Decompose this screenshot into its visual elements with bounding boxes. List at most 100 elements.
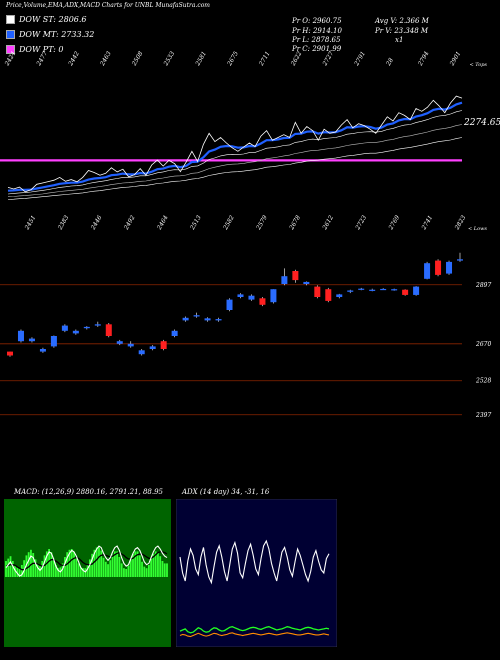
ema-panel <box>0 95 463 200</box>
ema-top-tick: 2477 <box>35 50 49 68</box>
stat-extra: x1 <box>395 36 404 44</box>
minus-di-line <box>179 632 330 638</box>
candle-body <box>402 289 409 295</box>
candle-top-tick: 2464 <box>155 214 169 232</box>
macd-histogram-bar <box>70 549 73 577</box>
stat-close: Pr C: 2901.99 <box>292 45 342 53</box>
macd-histogram-bar <box>143 566 146 577</box>
macd-histogram-bar <box>54 565 57 577</box>
macd-histogram-bar <box>136 551 139 577</box>
stat-avg-volume: Avg V: 2.366 M <box>375 17 429 25</box>
candle-body <box>193 315 200 317</box>
candle-y-tick: 2528 <box>475 378 491 385</box>
candle-top-tick: 2451 <box>23 214 37 232</box>
legend-pt: DOW PT: 0 <box>6 45 64 54</box>
macd-histogram-bar <box>107 564 109 577</box>
macd-histogram-bar <box>129 559 132 577</box>
legend-mt: DOW MT: 2733.32 <box>6 30 94 39</box>
candle-body <box>28 338 35 342</box>
legend-pt-label: DOW PT: 0 <box>19 45 64 54</box>
macd-histogram-bar <box>145 568 148 577</box>
macd-series <box>5 545 168 577</box>
macd-histogram-bar <box>11 561 14 577</box>
ema-top-tick: 2901 <box>448 50 462 68</box>
macd-histogram-bar <box>147 565 150 577</box>
macd-histogram-bar <box>82 568 84 577</box>
adx-title: ADX (14 day) 34, -31, 16 <box>182 488 270 496</box>
price-line <box>7 95 463 193</box>
macd-histogram-bar <box>27 552 30 577</box>
legend-pt-swatch <box>6 45 15 54</box>
ema-top-tick: 2622 <box>289 50 303 68</box>
candle-top-tick: 2612 <box>321 214 335 232</box>
macd-histogram-bar <box>50 552 53 577</box>
candle-body <box>160 341 167 349</box>
macd-histogram-bar <box>25 555 28 577</box>
macd-histogram-bar <box>61 563 64 577</box>
ema-top-tick: 2711 <box>257 50 271 68</box>
candle-top-tick: 2582 <box>222 214 236 232</box>
candle-top-tick: 2678 <box>288 214 302 232</box>
candle-body <box>226 299 233 310</box>
macd-histogram-bar <box>104 561 107 577</box>
adx-series <box>179 539 330 638</box>
macd-histogram-bar <box>91 553 94 577</box>
candle-top-tick: 2492 <box>122 214 136 232</box>
candle-body <box>116 341 123 344</box>
candle-top-tick: 2741 <box>420 214 434 232</box>
candle-body <box>325 289 332 301</box>
ema-top-tick: 2675 <box>226 50 240 68</box>
macd-histogram-bar <box>118 557 121 577</box>
candle-body <box>83 326 90 329</box>
candle-body <box>358 288 365 290</box>
candle-body <box>259 298 266 305</box>
candle-panel <box>7 252 463 357</box>
legend-mt-label: DOW MT: 2733.32 <box>19 30 95 39</box>
macd-histogram-bar <box>7 558 10 577</box>
candle-body <box>446 261 453 274</box>
macd-histogram-bar <box>100 550 103 577</box>
legend-mt-swatch <box>6 30 15 39</box>
candle-body <box>149 346 156 349</box>
candle-y-tick: 2397 <box>475 412 491 419</box>
macd-histogram-bar <box>43 555 46 577</box>
macd-histogram-bar <box>127 565 130 577</box>
candle-body <box>61 325 68 331</box>
macd-histogram-bar <box>134 551 137 577</box>
candle-body <box>391 289 398 291</box>
macd-histogram-bar <box>16 566 19 577</box>
macd-histogram-bar <box>152 553 155 577</box>
macd-histogram-bar <box>86 564 89 577</box>
candle-body <box>457 259 463 261</box>
candle-y-tick: 2897 <box>475 282 491 289</box>
macd-histogram-bar <box>64 557 66 577</box>
macd-histogram-bar <box>95 547 98 577</box>
plus-di-line <box>179 626 330 634</box>
candle-corner-label: < Lows <box>468 226 487 232</box>
candle-body <box>17 330 24 342</box>
candle-y-tick: 2670 <box>475 341 491 348</box>
candle-body <box>105 324 112 336</box>
macd-histogram-bar <box>166 563 168 577</box>
candle-grid: 2897 2670 2528 2397 <box>0 282 491 419</box>
ema-top-tick: 2508 <box>130 50 144 68</box>
ema-corner-label: < Tops <box>469 62 487 68</box>
ema-top-tick: 2794 <box>416 50 430 68</box>
legend-st-label: DOW ST: 2806.6 <box>19 15 87 24</box>
candle-top-tick: 2513 <box>189 214 203 232</box>
adx-line <box>179 539 330 585</box>
candle-top-tick: 2579 <box>255 214 269 232</box>
macd-signal-line <box>5 551 168 571</box>
candle-body <box>270 289 277 303</box>
adx-background <box>176 499 337 647</box>
candle-body <box>303 281 310 284</box>
macd-histogram-bar <box>18 568 21 577</box>
candle-body <box>369 289 376 291</box>
price-charts: 2424 2477 2442 2463 2508 2533 2581 2675 2711 2622… <box>0 50 500 419</box>
macd-histogram-bar <box>163 563 166 577</box>
stat-open: Pr O: 2960.75 <box>292 17 342 25</box>
candle-body <box>314 286 321 297</box>
stat-high: Pr H: 2914.10 <box>292 27 342 35</box>
candle-body <box>171 330 178 336</box>
candle-body <box>138 350 145 355</box>
